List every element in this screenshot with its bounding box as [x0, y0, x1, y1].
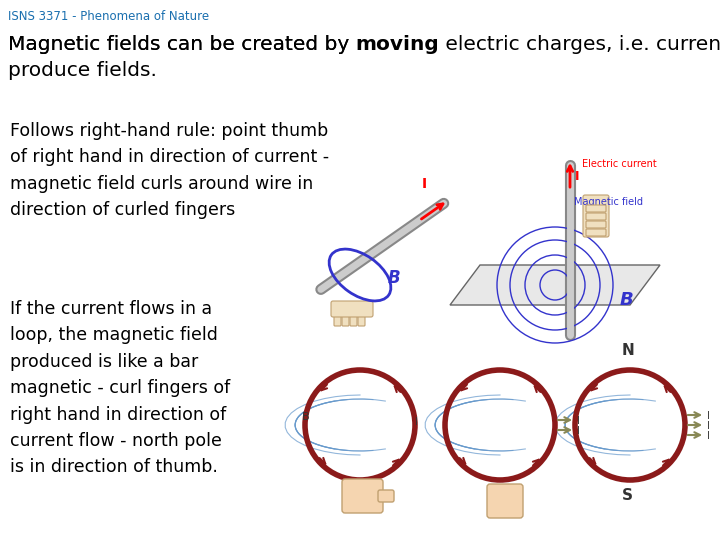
FancyBboxPatch shape: [378, 490, 394, 502]
Text: B: B: [620, 291, 634, 309]
Text: produce fields.: produce fields.: [8, 61, 157, 80]
FancyBboxPatch shape: [350, 306, 357, 326]
FancyBboxPatch shape: [487, 484, 523, 518]
Text: electric charges, i.e. currents: electric charges, i.e. currents: [439, 35, 720, 54]
FancyBboxPatch shape: [358, 306, 365, 326]
Text: Magnetic fields can be created by: Magnetic fields can be created by: [8, 35, 356, 54]
Text: I: I: [577, 416, 580, 426]
FancyBboxPatch shape: [583, 195, 609, 237]
Text: N: N: [622, 343, 635, 358]
Text: I: I: [415, 417, 418, 427]
FancyBboxPatch shape: [334, 306, 341, 326]
Text: moving: moving: [356, 35, 439, 54]
Text: Follows right-hand rule: point thumb
of right hand in direction of current -
mag: Follows right-hand rule: point thumb of …: [10, 122, 329, 219]
FancyBboxPatch shape: [342, 479, 383, 513]
Text: If the current flows in a
loop, the magnetic field
produced is like a bar
magnet: If the current flows in a loop, the magn…: [10, 300, 230, 476]
FancyBboxPatch shape: [342, 306, 349, 326]
FancyBboxPatch shape: [331, 301, 373, 317]
FancyBboxPatch shape: [586, 213, 606, 220]
FancyBboxPatch shape: [586, 221, 606, 228]
Text: S: S: [622, 488, 633, 503]
Text: Electric current: Electric current: [582, 159, 657, 169]
Text: Magnetic field: Magnetic field: [574, 197, 643, 207]
Text: Magnetic fields can be created by: Magnetic fields can be created by: [8, 35, 356, 54]
FancyBboxPatch shape: [586, 229, 606, 236]
Text: I: I: [707, 431, 710, 441]
Text: I: I: [577, 426, 580, 436]
Text: B: B: [388, 269, 400, 287]
Polygon shape: [450, 265, 660, 305]
Text: I: I: [707, 421, 710, 431]
FancyBboxPatch shape: [586, 205, 606, 212]
Text: I: I: [707, 411, 710, 421]
Text: B: B: [302, 412, 310, 422]
Text: I: I: [422, 177, 427, 191]
Text: I: I: [575, 170, 580, 183]
Text: ISNS 3371 - Phenomena of Nature: ISNS 3371 - Phenomena of Nature: [8, 10, 209, 23]
